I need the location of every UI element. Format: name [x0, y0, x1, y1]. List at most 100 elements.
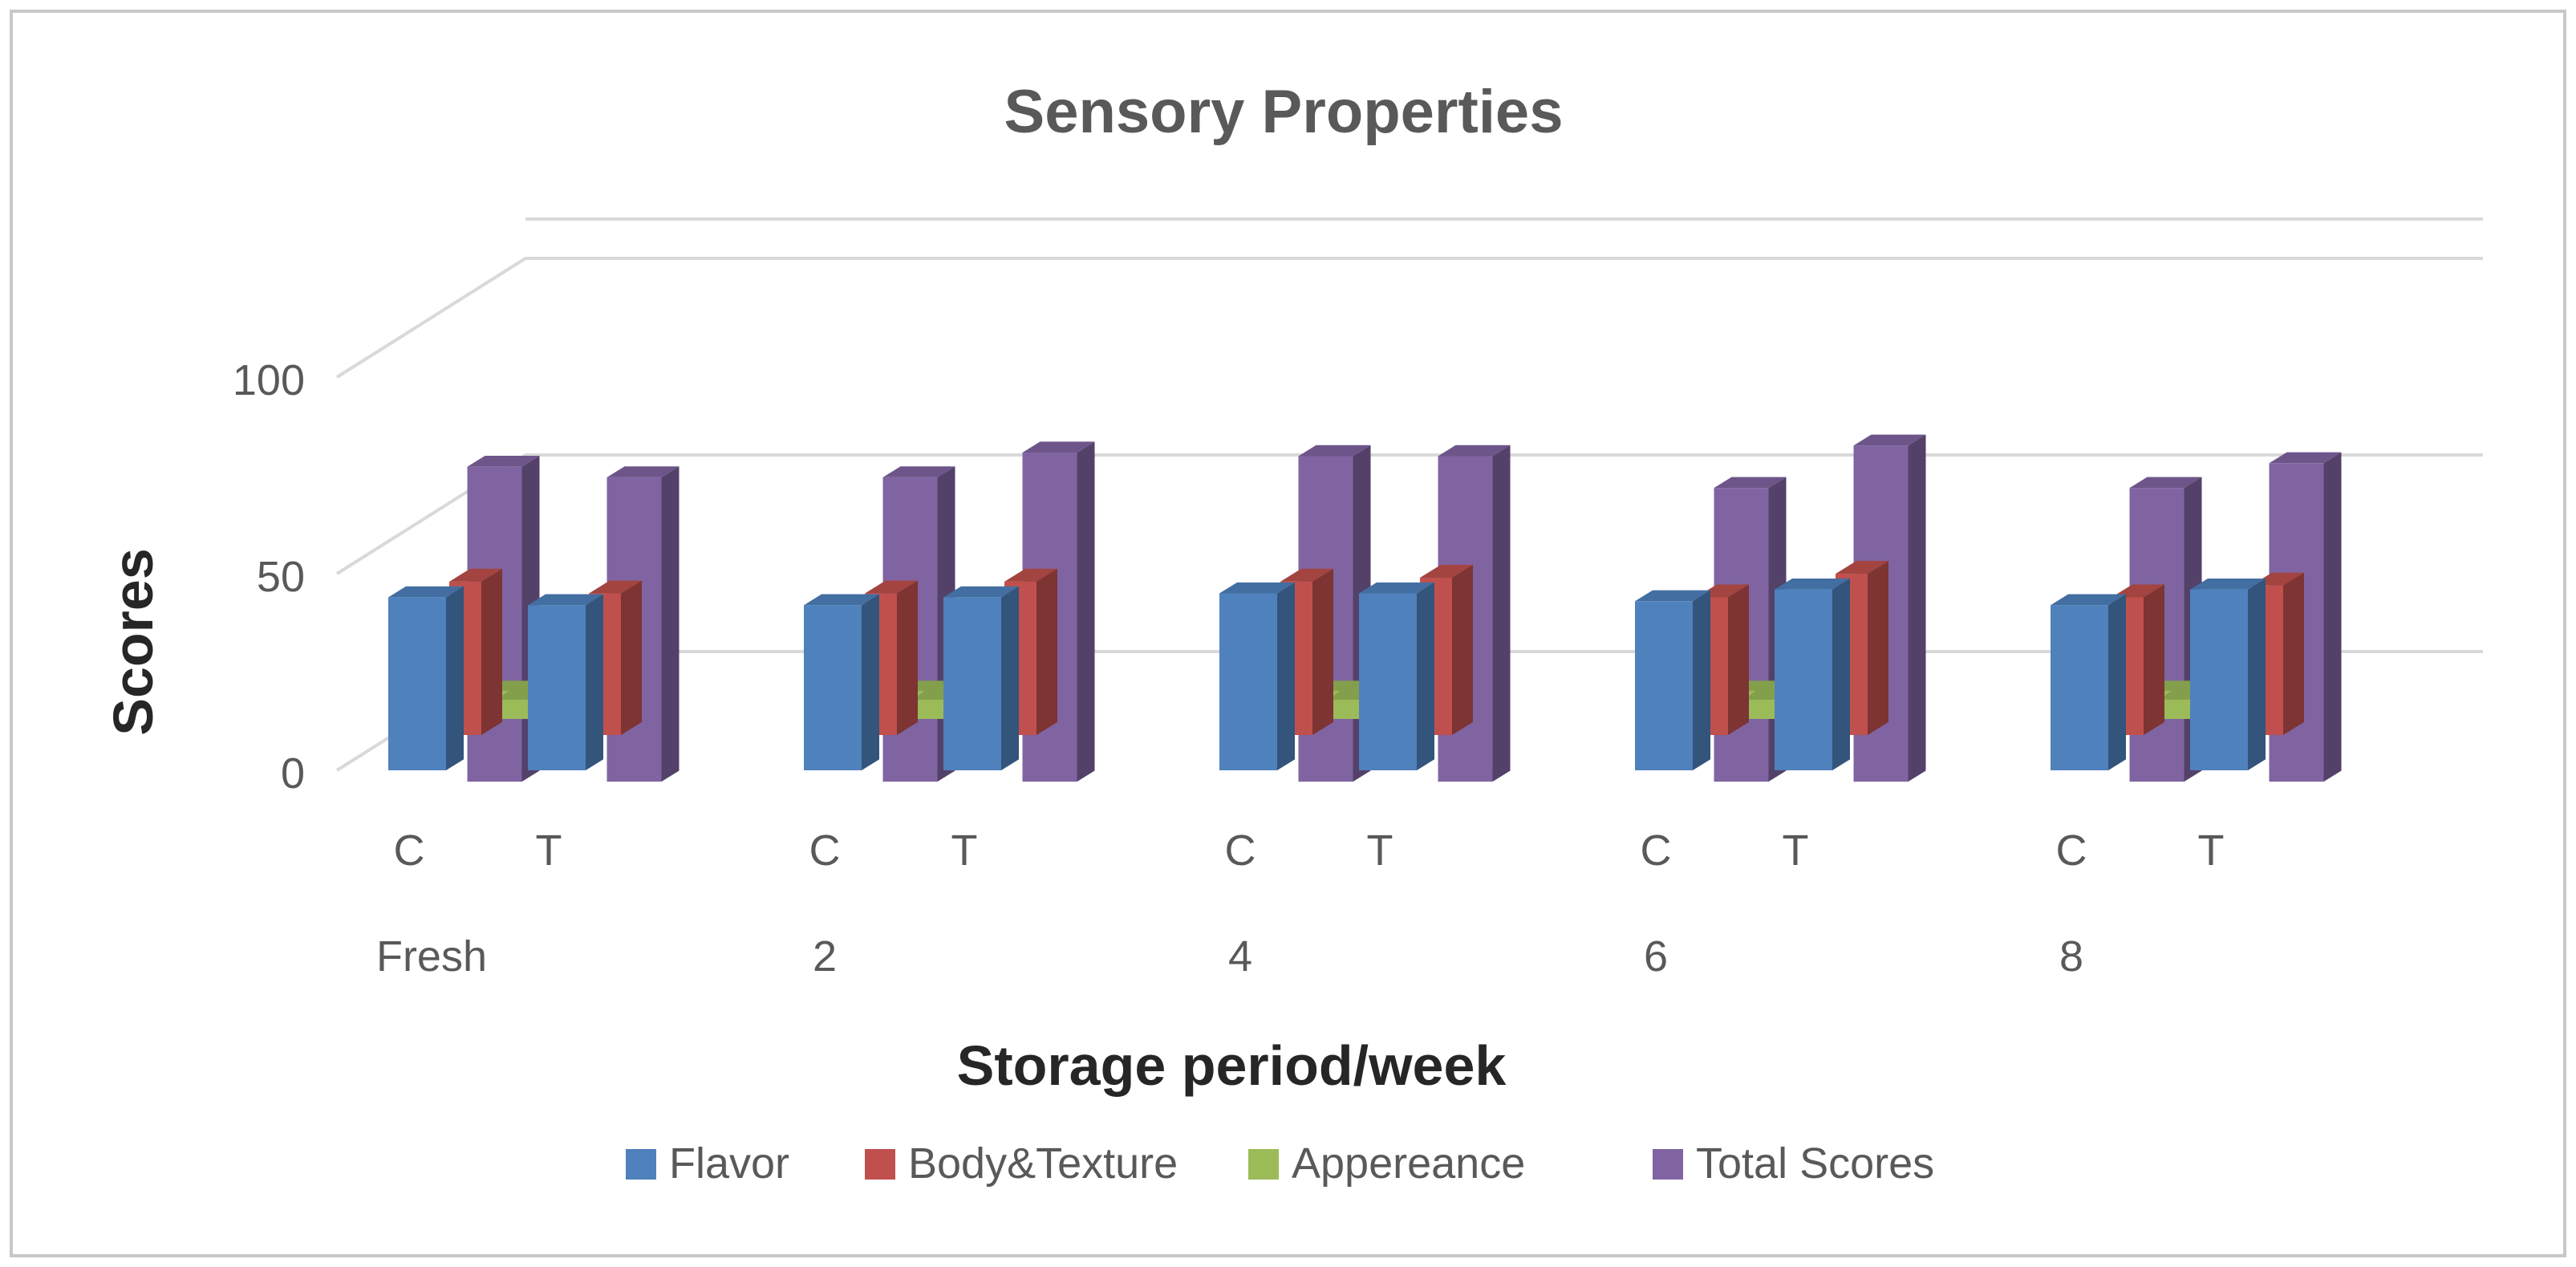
bar-flavor-front: [804, 605, 862, 770]
bar-flavor-side: [1832, 578, 1850, 770]
bar-flavor-top: [1359, 582, 1434, 594]
group-label: Fresh: [376, 932, 487, 981]
bar-flavor-front: [943, 597, 1001, 770]
bar-flavor-top: [1775, 578, 1850, 590]
sample-label: T: [536, 826, 562, 875]
bar-flavor-side: [586, 594, 603, 770]
bar-total-scores-side: [1908, 434, 1926, 782]
bar-body-texture-side: [1036, 568, 1057, 735]
sample-label: T: [2198, 826, 2225, 875]
bar-flavor-front: [388, 597, 446, 770]
bar-flavor-front: [1359, 593, 1417, 770]
bar-flavor-front: [528, 605, 586, 770]
bar-flavor-top: [388, 586, 464, 598]
text-layer: Sensory Properties Storage period/week S…: [102, 78, 2225, 1097]
legend-label: Appereance: [1292, 1139, 1525, 1188]
bar-flavor: [1359, 582, 1434, 770]
bar-flavor-front: [1635, 601, 1693, 770]
bar-flavor-top: [943, 586, 1019, 598]
sample-label: T: [1367, 826, 1393, 875]
bar-total-scores-top: [1298, 445, 1371, 457]
bar-total-scores-side: [2323, 452, 2342, 782]
bar-flavor: [2190, 578, 2266, 770]
bar-total-scores-top: [606, 466, 679, 477]
sample-label: C: [1641, 826, 1672, 875]
bar-flavor-top: [1219, 582, 1295, 594]
bar-body-texture-side: [2283, 572, 2304, 735]
group-label: 8: [2059, 932, 2083, 981]
bar-flavor-side: [1001, 586, 1019, 770]
bar-body-texture-top: [449, 568, 502, 582]
bar-body-texture-top: [1836, 560, 1888, 575]
bar-flavor-front: [2190, 589, 2248, 770]
gridline-100: [335, 257, 2483, 379]
group-label: 4: [1228, 932, 1252, 981]
legend: Flavor Body&Texture Appereance Total Scores: [626, 1139, 1934, 1188]
bar-flavor-side: [1693, 590, 1710, 770]
bar-flavor: [804, 594, 879, 770]
bar-flavor-side: [862, 594, 879, 770]
bar-body-texture-side: [897, 580, 918, 735]
bar-total-scores-top: [2129, 477, 2202, 489]
sample-label: C: [809, 826, 841, 875]
bar-flavor: [1635, 590, 1710, 770]
bar-body-texture-side: [2144, 584, 2164, 735]
bar-total-scores-top: [1438, 445, 1511, 457]
bar-total-scores-top: [1022, 441, 1095, 453]
bar-flavor: [528, 594, 603, 770]
bar-flavor-top: [804, 594, 879, 606]
bar-flavor: [2051, 594, 2126, 770]
sample-label: T: [1783, 826, 1809, 875]
x-axis-title: Storage period/week: [957, 1034, 1507, 1097]
bar-body-texture-side: [1312, 568, 1333, 735]
bar-flavor-top: [2051, 594, 2126, 606]
sample-label: C: [1225, 826, 1256, 875]
sample-label: T: [951, 826, 978, 875]
legend-label: Total Scores: [1696, 1139, 1934, 1188]
legend-swatch: [865, 1149, 895, 1180]
group-label: 6: [1644, 932, 1668, 981]
bar-total-scores-top: [2269, 452, 2342, 464]
bar-flavor-side: [446, 586, 464, 770]
bar-body-texture-top: [589, 580, 642, 594]
chart-title: Sensory Properties: [1004, 78, 1564, 146]
bar-flavor-side: [2108, 594, 2126, 770]
bar-flavor-top: [2190, 578, 2266, 590]
y-axis-title: Scores: [102, 548, 164, 735]
bar-flavor-side: [1417, 582, 1434, 770]
bar-body-texture-side: [481, 568, 502, 735]
bar-total-scores-side: [1492, 445, 1511, 782]
bar-flavor: [943, 586, 1019, 770]
bar-flavor-front: [2051, 605, 2108, 770]
sample-label: C: [2056, 826, 2087, 875]
bar-flavor: [1775, 578, 1850, 770]
bar-body-texture-top: [1004, 568, 1057, 582]
bar-flavor-side: [2248, 578, 2266, 770]
bar-total-scores-top: [467, 456, 540, 467]
legend-swatch: [1248, 1149, 1279, 1180]
bar-flavor: [1219, 582, 1295, 770]
bar-flavor: [388, 586, 464, 770]
legend-label: Flavor: [669, 1139, 789, 1188]
bar-body-texture-top: [865, 580, 918, 594]
legend-swatch: [1653, 1149, 1683, 1180]
bar-body-texture-top: [2112, 584, 2164, 598]
bar-total-scores-side: [661, 466, 679, 782]
bar-body-texture-top: [1420, 564, 1473, 578]
bar-body-texture-side: [621, 580, 642, 735]
bars-layer: [388, 434, 2342, 782]
y-tick-label: 100: [233, 356, 305, 404]
bar-total-scores-top: [1714, 477, 1787, 489]
bar-flavor-top: [1635, 590, 1710, 602]
y-tick-label: 0: [281, 749, 305, 798]
bar-total-scores-side: [1077, 441, 1095, 782]
sample-label: C: [394, 826, 425, 875]
bar-flavor-front: [1219, 593, 1277, 770]
bar-flavor-front: [1775, 589, 1832, 770]
legend-label: Body&Texture: [908, 1139, 1178, 1188]
bar-flavor-top: [528, 594, 603, 606]
bar-flavor-side: [1277, 582, 1295, 770]
gridline-50: [335, 453, 2483, 575]
